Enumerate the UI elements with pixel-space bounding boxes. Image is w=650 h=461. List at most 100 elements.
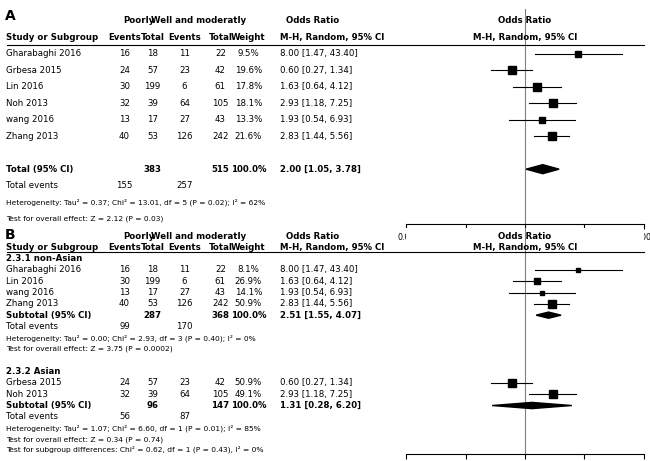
- Text: Grbesa 2015: Grbesa 2015: [6, 66, 62, 75]
- Text: 24: 24: [119, 378, 130, 387]
- Text: 43: 43: [215, 115, 226, 124]
- Text: wang 2016: wang 2016: [6, 288, 55, 297]
- Text: 17.8%: 17.8%: [235, 82, 262, 91]
- Text: Total: Total: [209, 33, 232, 42]
- Text: 57: 57: [147, 378, 158, 387]
- Text: Heterogeneity: Tau² = 1.07; Chi² = 6.60, df = 1 (P = 0.01); I² = 85%: Heterogeneity: Tau² = 1.07; Chi² = 6.60,…: [6, 425, 261, 432]
- Text: 27: 27: [179, 288, 190, 297]
- Text: 42: 42: [215, 66, 226, 75]
- Text: Gharabaghi 2016: Gharabaghi 2016: [6, 266, 82, 274]
- Text: 100.0%: 100.0%: [231, 401, 266, 410]
- Text: 199: 199: [144, 82, 161, 91]
- Text: 16: 16: [119, 266, 130, 274]
- Text: 18: 18: [147, 266, 158, 274]
- Text: 0.60 [0.27, 1.34]: 0.60 [0.27, 1.34]: [280, 66, 352, 75]
- Text: Test for overall effect: Z = 3.75 (P = 0.0002): Test for overall effect: Z = 3.75 (P = 0…: [6, 346, 174, 352]
- Text: Heterogeneity: Tau² = 0.37; Chi² = 13.01, df = 5 (P = 0.02); I² = 62%: Heterogeneity: Tau² = 0.37; Chi² = 13.01…: [6, 198, 266, 206]
- Text: 26.9%: 26.9%: [235, 277, 262, 286]
- Text: 39: 39: [147, 99, 158, 108]
- Text: 61: 61: [215, 82, 226, 91]
- Text: 27: 27: [179, 115, 190, 124]
- Text: 23: 23: [179, 378, 190, 387]
- Text: Poorly: Poorly: [123, 16, 154, 25]
- Text: Total: Total: [209, 243, 232, 252]
- Text: 147: 147: [211, 401, 229, 410]
- Text: 11: 11: [179, 49, 190, 58]
- Text: 6: 6: [181, 82, 187, 91]
- Text: Gharabaghi 2016: Gharabaghi 2016: [6, 49, 82, 58]
- Text: 24: 24: [119, 66, 130, 75]
- Text: 11: 11: [179, 266, 190, 274]
- Text: Subtotal (95% CI): Subtotal (95% CI): [6, 311, 92, 319]
- Text: Subtotal (95% CI): Subtotal (95% CI): [6, 401, 92, 410]
- Text: 2.83 [1.44, 5.56]: 2.83 [1.44, 5.56]: [280, 299, 352, 308]
- Text: 13: 13: [119, 115, 130, 124]
- Text: Weight: Weight: [231, 33, 266, 42]
- Text: 1.31 [0.28, 6.20]: 1.31 [0.28, 6.20]: [280, 401, 361, 410]
- Text: Test for subgroup differences: Chi² = 0.62, df = 1 (P = 0.43), I² = 0%: Test for subgroup differences: Chi² = 0.…: [6, 445, 264, 453]
- Text: 40: 40: [119, 132, 130, 141]
- Text: 19.6%: 19.6%: [235, 66, 262, 75]
- Text: A: A: [5, 9, 15, 23]
- Text: 17: 17: [147, 115, 158, 124]
- Text: M-H, Random, 95% CI: M-H, Random, 95% CI: [280, 243, 385, 252]
- Text: Test for overall effect: Z = 0.34 (P = 0.74): Test for overall effect: Z = 0.34 (P = 0…: [6, 436, 164, 443]
- Text: 18.1%: 18.1%: [235, 99, 262, 108]
- Text: 0.60 [0.27, 1.34]: 0.60 [0.27, 1.34]: [280, 378, 352, 387]
- Text: Study or Subgroup: Study or Subgroup: [6, 33, 99, 42]
- Text: Weight: Weight: [231, 243, 266, 252]
- Text: 105: 105: [212, 390, 229, 399]
- Text: 515: 515: [211, 165, 229, 174]
- Text: Lin 2016: Lin 2016: [6, 82, 44, 91]
- Text: 2.00 [1.05, 3.78]: 2.00 [1.05, 3.78]: [280, 165, 361, 174]
- Text: 2.93 [1.18, 7.25]: 2.93 [1.18, 7.25]: [280, 99, 352, 108]
- Text: 8.00 [1.47, 43.40]: 8.00 [1.47, 43.40]: [280, 49, 358, 58]
- Text: Odds Ratio: Odds Ratio: [286, 231, 339, 241]
- Text: Odds Ratio: Odds Ratio: [499, 16, 551, 25]
- Text: 126: 126: [176, 132, 192, 141]
- Text: Noh 2013: Noh 2013: [6, 99, 49, 108]
- Text: 13.3%: 13.3%: [235, 115, 262, 124]
- Text: 2.3.2 Asian: 2.3.2 Asian: [6, 367, 61, 376]
- Text: 57: 57: [147, 66, 158, 75]
- Text: Events: Events: [168, 33, 201, 42]
- Text: Well and moderatly: Well and moderatly: [151, 16, 246, 25]
- Text: Heterogeneity: Tau² = 0.00; Chi² = 2.93, df = 3 (P = 0.40); I² = 0%: Heterogeneity: Tau² = 0.00; Chi² = 2.93,…: [6, 334, 256, 342]
- Text: Study or Subgroup: Study or Subgroup: [6, 243, 99, 252]
- Text: Events: Events: [168, 243, 201, 252]
- Text: 1.63 [0.64, 4.12]: 1.63 [0.64, 4.12]: [280, 82, 352, 91]
- Text: Grbesa 2015: Grbesa 2015: [6, 378, 62, 387]
- Text: 32: 32: [119, 390, 130, 399]
- Text: 50.9%: 50.9%: [235, 378, 262, 387]
- Text: 32: 32: [119, 99, 130, 108]
- Polygon shape: [492, 402, 572, 408]
- Text: 199: 199: [144, 277, 161, 286]
- Text: 61: 61: [215, 277, 226, 286]
- Text: Poorly: Poorly: [123, 231, 154, 241]
- Text: B: B: [5, 228, 15, 242]
- Text: 49.1%: 49.1%: [235, 390, 262, 399]
- Text: 43: 43: [215, 288, 226, 297]
- Text: 100.0%: 100.0%: [231, 311, 266, 319]
- Text: 242: 242: [212, 132, 229, 141]
- Text: 13: 13: [119, 288, 130, 297]
- Text: 1.93 [0.54, 6.93]: 1.93 [0.54, 6.93]: [280, 288, 352, 297]
- Text: 1.63 [0.64, 4.12]: 1.63 [0.64, 4.12]: [280, 277, 352, 286]
- Text: Total events: Total events: [6, 412, 58, 421]
- Text: Zhang 2013: Zhang 2013: [6, 132, 59, 141]
- Text: Zhang 2013: Zhang 2013: [6, 299, 59, 308]
- Text: 21.6%: 21.6%: [235, 132, 262, 141]
- Text: 23: 23: [179, 66, 190, 75]
- Text: 2.51 [1.55, 4.07]: 2.51 [1.55, 4.07]: [280, 311, 361, 319]
- Text: M-H, Random, 95% CI: M-H, Random, 95% CI: [473, 33, 577, 42]
- Text: Favours [control]: Favours [control]: [560, 260, 623, 267]
- Text: 30: 30: [119, 277, 130, 286]
- Text: Odds Ratio: Odds Ratio: [499, 231, 551, 241]
- Text: 100.0%: 100.0%: [231, 165, 266, 174]
- Text: Test for overall effect: Z = 2.12 (P = 0.03): Test for overall effect: Z = 2.12 (P = 0…: [6, 215, 164, 222]
- Text: Favours [experimental]: Favours [experimental]: [415, 260, 502, 267]
- Text: 99: 99: [119, 322, 130, 331]
- Text: 105: 105: [212, 99, 229, 108]
- Text: 2.93 [1.18, 7.25]: 2.93 [1.18, 7.25]: [280, 390, 352, 399]
- Text: 40: 40: [119, 299, 130, 308]
